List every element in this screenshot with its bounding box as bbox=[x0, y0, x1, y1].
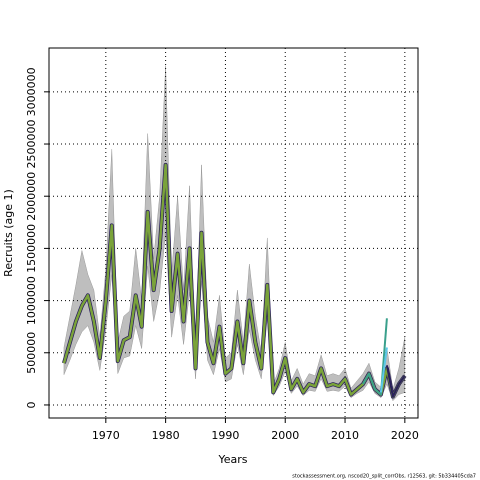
y-tick-label: 1000000 bbox=[25, 276, 38, 325]
x-tick-label: 2020 bbox=[391, 429, 419, 442]
series-line bbox=[379, 347, 388, 393]
x-tick-label: 1980 bbox=[152, 429, 180, 442]
x-axis-label: Years bbox=[217, 453, 247, 466]
x-tick-label: 2000 bbox=[271, 429, 299, 442]
y-axis-label: Recruits (age 1) bbox=[2, 189, 15, 277]
y-tick-label: 3000000 bbox=[25, 67, 38, 116]
x-tick-label: 1990 bbox=[211, 429, 239, 442]
y-tick-label: 500000 bbox=[25, 332, 38, 374]
y-tick-label: 2000000 bbox=[25, 172, 38, 221]
y-tick-label: 1500000 bbox=[25, 224, 38, 273]
y-tick-label: 0 bbox=[25, 401, 38, 408]
series-line bbox=[62, 163, 406, 398]
footer: stockassessment.org, nscod20_split_corrO… bbox=[292, 474, 476, 480]
y-tick-label: 2500000 bbox=[25, 120, 38, 169]
series-line bbox=[362, 318, 388, 396]
series-line bbox=[385, 365, 406, 398]
x-tick-label: 1970 bbox=[92, 429, 120, 442]
x-tick-label: 2010 bbox=[331, 429, 359, 442]
plot-frame bbox=[48, 47, 419, 419]
